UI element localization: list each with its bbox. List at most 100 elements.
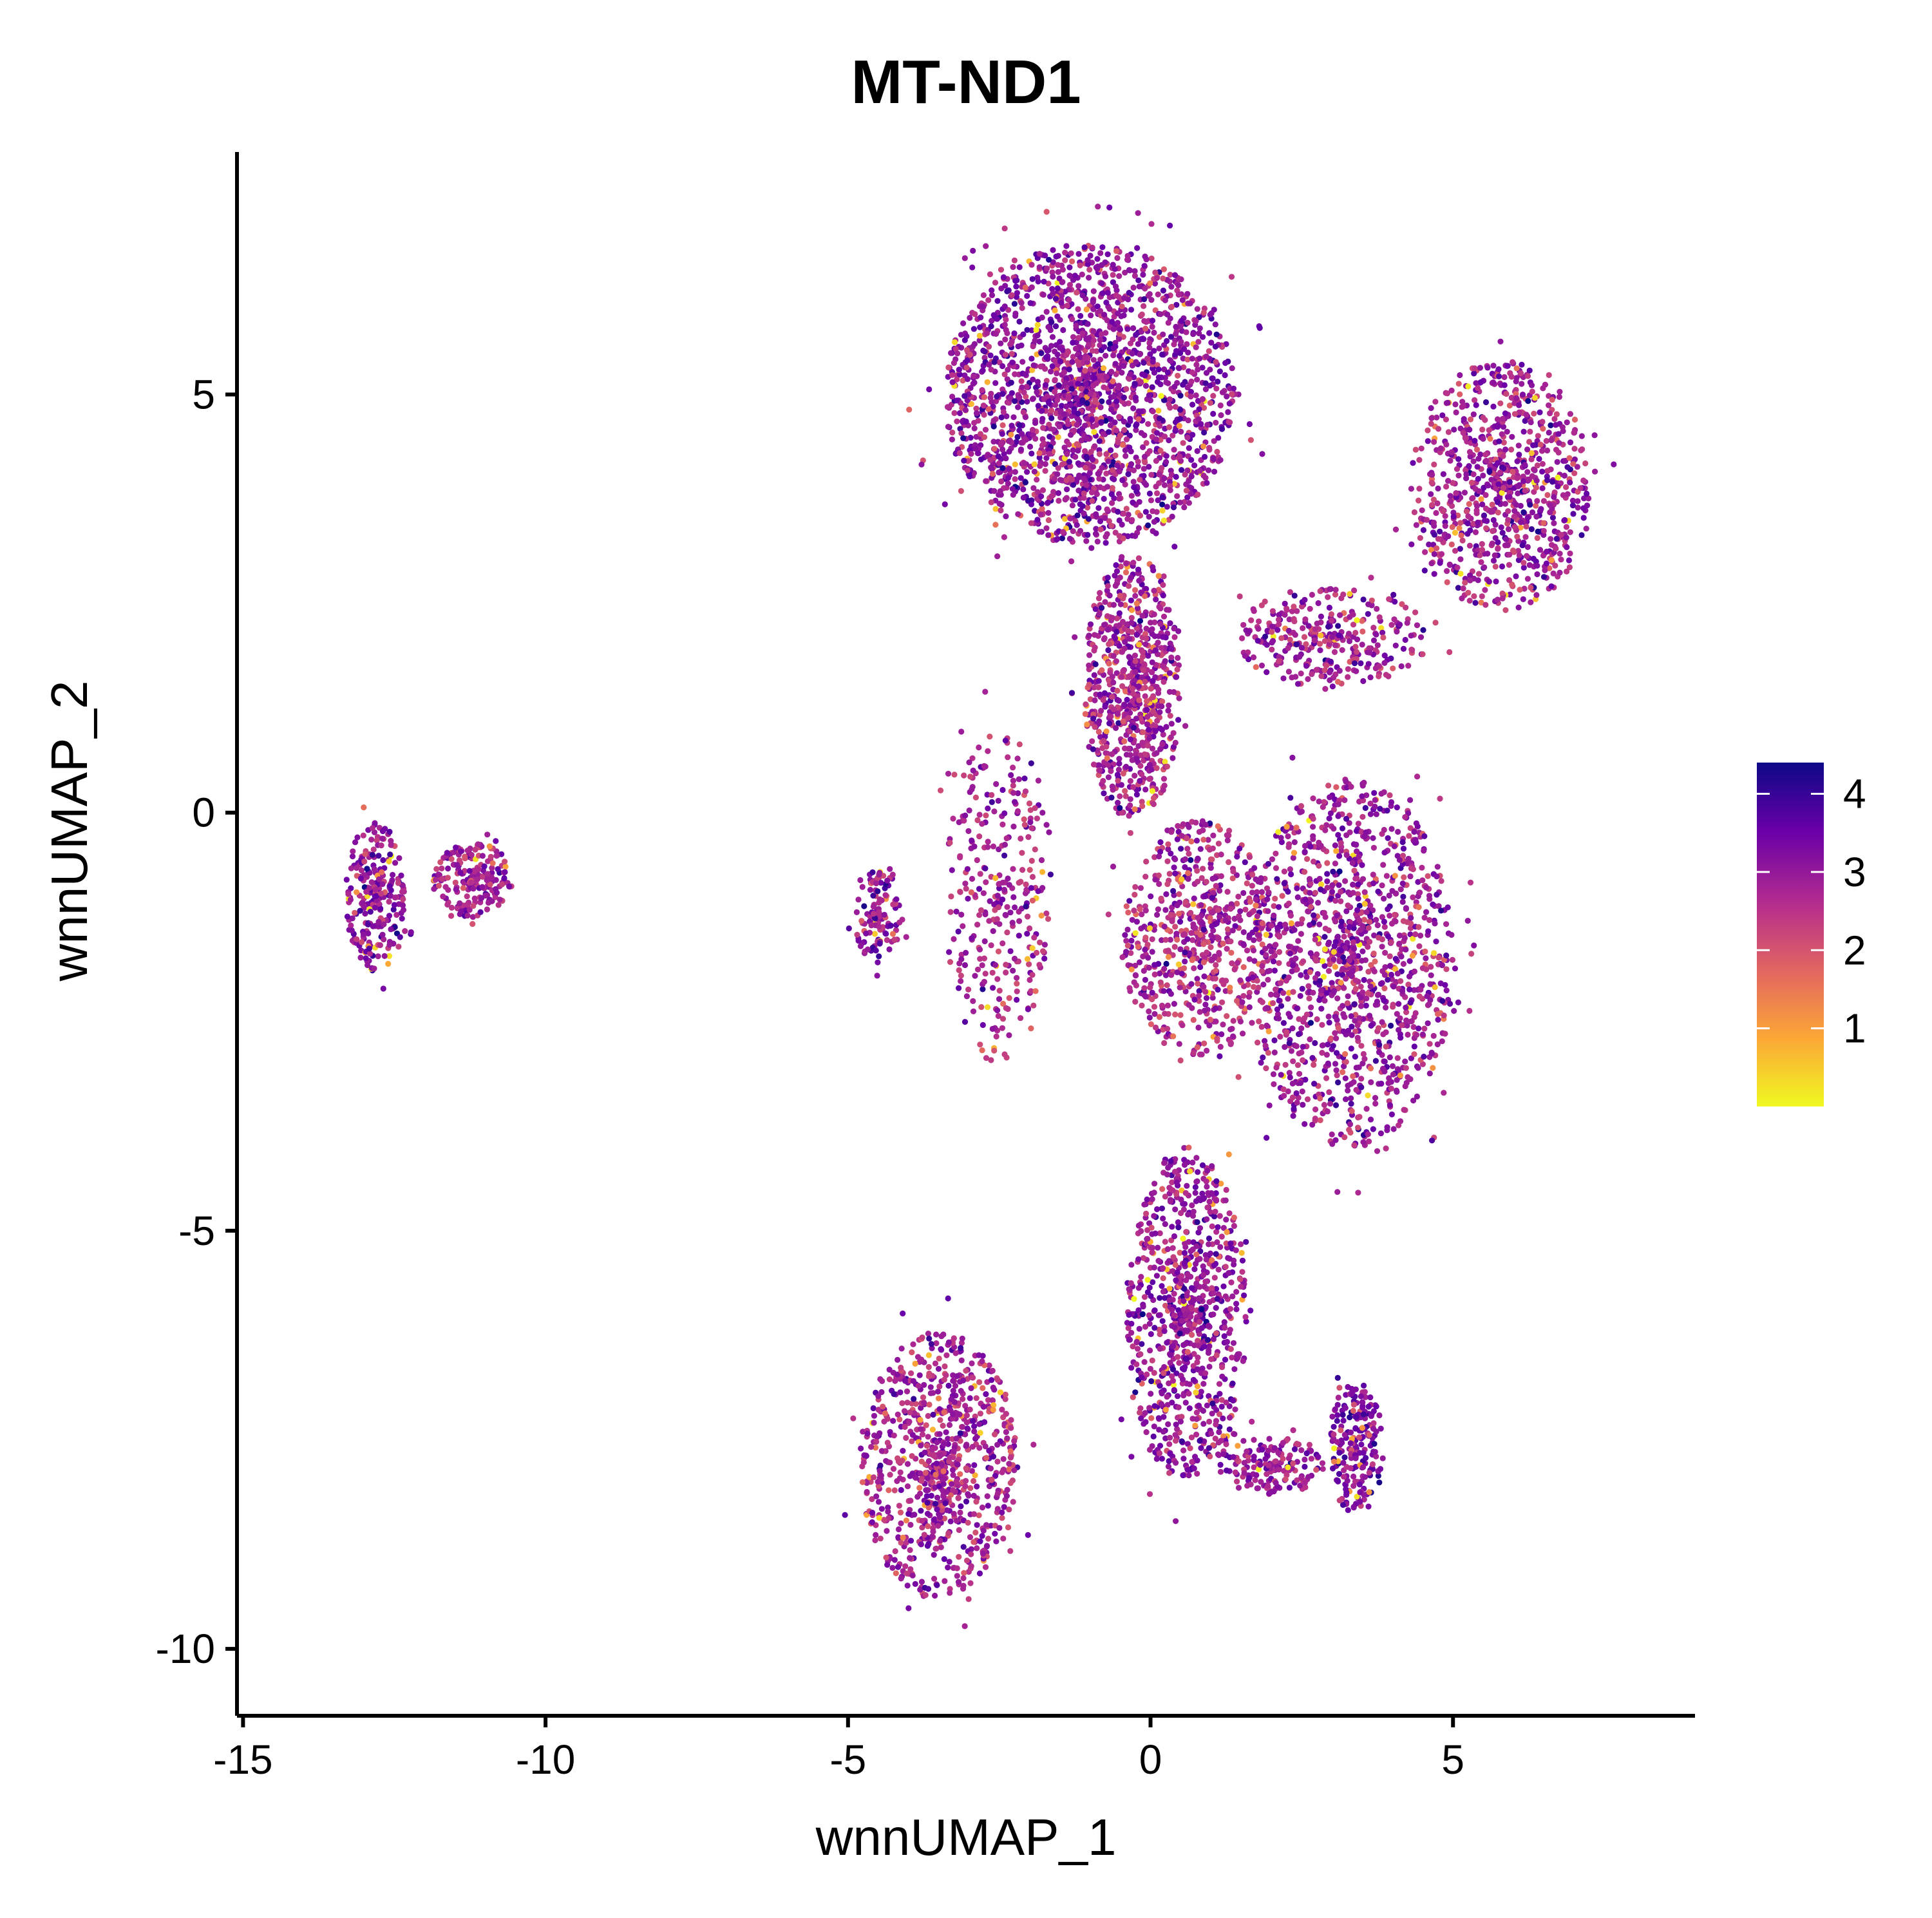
scatter-point [1139,649,1146,656]
scatter-point [1020,486,1027,493]
scatter-point [1150,708,1157,714]
scatter-point [1431,551,1437,558]
scatter-point [1359,628,1366,635]
scatter-point [1159,465,1165,471]
scatter-point [1447,493,1454,499]
scatter-point [1359,618,1365,624]
scatter-point [1531,395,1538,401]
scatter-point [1282,1061,1289,1068]
scatter-point [1146,775,1153,783]
scatter-point [1293,1043,1300,1049]
scatter-point [1097,518,1104,525]
scatter-point [976,332,983,339]
scatter-point [1298,670,1304,677]
scatter-point [1457,556,1464,562]
scatter-point [1539,448,1546,454]
scatter-point [1560,492,1566,498]
scatter-point [1104,506,1110,513]
scatter-point [1175,372,1181,379]
scatter-point [1151,518,1157,525]
scatter-point [1326,604,1332,611]
scatter-point [1490,527,1496,535]
scatter-point [1398,663,1405,670]
scatter-point [1570,511,1577,517]
scatter-point [1410,894,1416,900]
scatter-point [1093,526,1099,532]
scatter-point [1140,729,1146,736]
scatter-point [1293,674,1299,680]
scatter-point [1141,466,1147,472]
scatter-point [1467,416,1474,423]
scatter-point [1061,516,1068,522]
scatter-point [1127,796,1133,802]
scatter-point [1355,1190,1361,1196]
scatter-point [1169,513,1175,520]
scatter-point [989,292,996,298]
scatter-point [1146,464,1152,470]
scatter-point [1151,587,1157,594]
scatter-point [1547,502,1553,509]
scatter-point [1166,424,1173,431]
scatter-point [1144,356,1151,362]
scatter-point [1150,801,1157,808]
scatter-point [1213,385,1220,392]
scatter-point [1500,453,1506,459]
scatter-point [1273,850,1279,857]
scatter-point [1147,351,1153,357]
scatter-point [1453,409,1459,416]
scatter-point [1564,419,1570,426]
scatter-point [1154,490,1160,497]
scatter-point [1063,495,1070,502]
scatter-point [1180,440,1186,446]
scatter-point [1084,504,1091,511]
scatter-point [1349,1108,1355,1114]
scatter-point [1412,609,1419,616]
scatter-point [1486,578,1492,585]
scatter-point [1358,660,1364,667]
scatter-point [960,320,967,327]
scatter-point [1159,501,1166,508]
scatter-point [1299,985,1305,992]
scatter-point [1104,583,1111,589]
scatter-point [1005,366,1011,373]
scatter-point [1278,635,1285,641]
scatter-point [1090,464,1096,470]
scatter-point [1279,893,1285,899]
scatter-point [1354,1034,1361,1041]
scatter-point [1290,855,1296,861]
scatter-point [1030,362,1037,368]
scatter-point [1149,626,1155,632]
scatter-point [1441,1012,1447,1019]
scatter-point [1288,1048,1294,1054]
scatter-point [1109,614,1115,621]
scatter-point [1310,795,1316,802]
scatter-point [1303,663,1310,669]
scatter-point [1024,469,1030,475]
scatter-point [1502,607,1509,613]
scatter-point [1305,623,1312,629]
scatter-point [1182,723,1189,729]
scatter-point [1431,571,1437,577]
scatter-point [1177,415,1184,422]
scatter-point [1307,843,1314,850]
scatter-point [1171,341,1177,348]
scatter-point [1358,1084,1365,1090]
scatter-point [1239,635,1245,641]
scatter-point [1405,663,1412,669]
scatter-point [1195,416,1202,423]
scatter-point [1543,560,1549,567]
scatter-point [1506,493,1513,500]
scatter-point [1195,366,1201,373]
scatter-point [1121,394,1127,401]
scatter-point [1019,305,1025,311]
scatter-point [1483,457,1490,464]
scatter-point [944,404,951,410]
scatter-point [1036,454,1043,461]
scatter-point [1110,467,1116,473]
scatter-point [1330,868,1336,875]
scatter-point [1168,471,1175,478]
scatter-point [1426,541,1432,548]
scatter-point [1171,634,1178,640]
scatter-point [1115,720,1122,726]
scatter-point [1144,714,1151,720]
